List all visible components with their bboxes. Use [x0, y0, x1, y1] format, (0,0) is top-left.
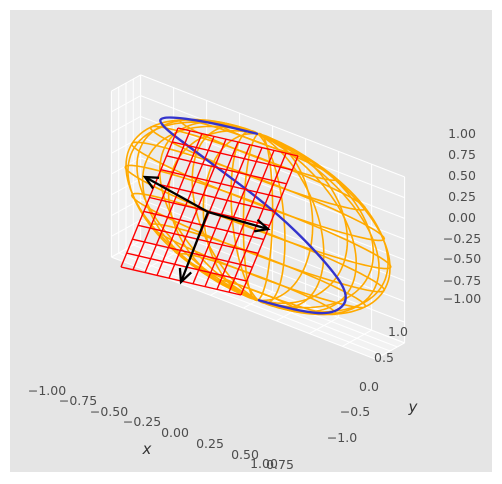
plane-grid-line [240, 155, 299, 296]
sphere-longitude-line [257, 133, 314, 302]
grid-line-z-left [111, 136, 141, 154]
x-tick-label: 0.75 [266, 457, 294, 472]
x-tick-label: −0.75 [59, 393, 97, 408]
vector-arrowhead-2 [254, 218, 271, 233]
vector-arrow-3 [179, 211, 210, 283]
y-tick-label: 0.0 [359, 379, 379, 394]
vector-arrow-1 [144, 175, 209, 214]
grid-line-z-left [111, 219, 141, 237]
y-tick-label: 0.5 [374, 350, 394, 365]
x-tick-label: 0.00 [161, 425, 189, 440]
sphere-longitude-line [257, 133, 375, 309]
grid-line-z-left [111, 115, 141, 134]
z-tick-label: −0.50 [443, 251, 481, 266]
z-tick-label: −0.75 [443, 273, 481, 288]
z-tick-label: 0.75 [448, 147, 476, 162]
sphere-longitude-line [257, 133, 349, 305]
y-tick-label: 1.0 [388, 324, 408, 339]
x-axis-label: x [142, 440, 152, 458]
x-tick-label: 1.00 [250, 456, 278, 471]
z-tick-label: 1.00 [448, 126, 476, 141]
tick-labels: −1.00−0.75−0.50−0.250.000.250.500.751.00… [28, 126, 481, 472]
plane-grid-line [216, 150, 275, 290]
sphere-longitude-line [257, 132, 274, 301]
sphere-longitude-line [257, 133, 325, 309]
frame-vectors [142, 175, 271, 285]
z-tick-label: 0.50 [448, 168, 476, 183]
grid-line-z-left [111, 240, 141, 258]
vector-arrow-2 [207, 210, 269, 231]
curve-line [159, 116, 347, 315]
grid-line-y-floor [111, 256, 376, 360]
x-tick-label: −0.50 [90, 404, 128, 419]
grid-line-y-floor [118, 252, 383, 356]
grid-line-z-back [140, 74, 405, 178]
z-tick-label: −0.25 [443, 231, 481, 246]
grid-line-z-back [140, 198, 405, 302]
sphere-longitude-line [167, 130, 259, 301]
x-tick-label: −1.00 [28, 383, 66, 398]
x-tick-label: 0.50 [231, 447, 259, 462]
plane-grid-line [228, 152, 287, 293]
z-tick-label: −1.00 [443, 291, 481, 306]
plane-grid-line [192, 144, 251, 285]
vector-arrowhead-3 [178, 267, 192, 285]
z-tick-label: 0.00 [448, 210, 476, 225]
vector-arrowhead-1 [142, 175, 160, 190]
y-tick-label: −1.0 [327, 430, 357, 445]
x-tick-label: −0.25 [123, 414, 161, 429]
z-tick-label: 0.25 [448, 189, 476, 204]
grid-line-y-floor [133, 244, 398, 348]
grid-line-z-left [111, 95, 141, 113]
y-axis-label: y [408, 398, 419, 416]
blue-curve [159, 116, 347, 315]
sphere-longitude-line [257, 133, 380, 316]
x-tick-label: 0.25 [196, 436, 224, 451]
sphere-longitude-line [230, 130, 259, 301]
grid-line-z-left [111, 178, 141, 196]
grid-line-z-left [111, 74, 141, 92]
plane-grid-line [204, 147, 263, 287]
y-tick-label: −0.5 [340, 404, 370, 419]
